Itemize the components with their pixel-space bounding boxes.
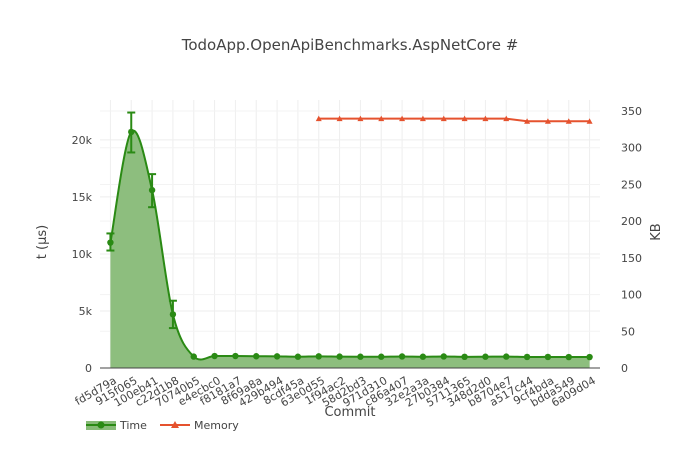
y-tick-label: 0 [85,362,92,375]
point-layer [106,111,593,361]
memory-series-line [318,117,590,123]
legend-item-memory[interactable]: Memory [160,419,239,432]
y2-tick-label: 300 [621,142,642,155]
y2-tick-label: 0 [621,362,628,375]
memory-data-point [399,115,406,122]
time-data-point [482,353,489,360]
time-data-point [419,353,427,360]
memory-data-point [440,115,447,122]
y2-tick-label: 50 [621,325,635,338]
legend-time-label: Time [119,419,147,432]
memory-data-point [503,115,510,122]
memory-data-point [524,118,531,124]
time-data-point [107,239,114,246]
memory-data-point [544,118,551,124]
y2-axis-title: KB [649,223,664,240]
time-data-point [148,186,156,194]
legend-time-marker [97,421,105,429]
time-data-point [232,352,239,360]
time-data-point [169,311,177,318]
y-axis-title: t (µs) [35,225,50,259]
time-data-point [440,353,447,360]
time-data-point [398,353,406,360]
y-tick-label: 10k [72,248,93,261]
area-layer [110,130,590,368]
legend-memory-marker [171,421,179,428]
y-tick-label: 5k [79,305,93,318]
memory-data-point [378,115,385,122]
time-data-point [565,353,572,361]
time-data-point [336,353,343,360]
y2-tick-label: 350 [621,105,642,118]
y-tick-label: 20k [72,134,93,147]
time-data-point [315,353,322,360]
legend-memory-label: Memory [194,419,239,432]
time-data-point [586,353,593,361]
time-data-point [128,128,135,136]
legend: Time Memory [86,419,239,432]
memory-data-point [336,115,343,122]
y2-tick-label: 250 [621,178,642,191]
y2-tick-label: 100 [621,289,642,302]
time-data-point [523,353,531,361]
time-data-point [378,353,385,360]
time-data-point [253,353,260,360]
y2-tick-label: 150 [621,252,642,265]
memory-data-point [565,118,572,124]
x-axis-title: Commit [324,405,375,420]
time-data-point [294,353,302,360]
legend-item-time[interactable]: Time [86,419,147,432]
time-data-point [190,353,197,360]
chart-title: TodoApp.OpenApiBenchmarks.AspNetCore # [181,36,519,54]
memory-data-point [357,115,364,122]
y2-tick-label: 200 [621,215,642,228]
time-data-point [544,353,552,361]
memory-data-point [482,115,489,122]
time-data-point [357,353,364,360]
memory-data-point [461,115,468,122]
grid-layer [100,100,600,368]
y-tick-label: 15k [72,191,93,204]
memory-data-point [315,115,322,122]
time-data-point [211,352,218,360]
time-data-point [503,353,510,360]
time-series-area [110,130,590,368]
time-data-point [461,353,468,361]
time-data-point [273,353,281,360]
memory-data-point [419,115,426,122]
memory-data-point [586,118,593,124]
